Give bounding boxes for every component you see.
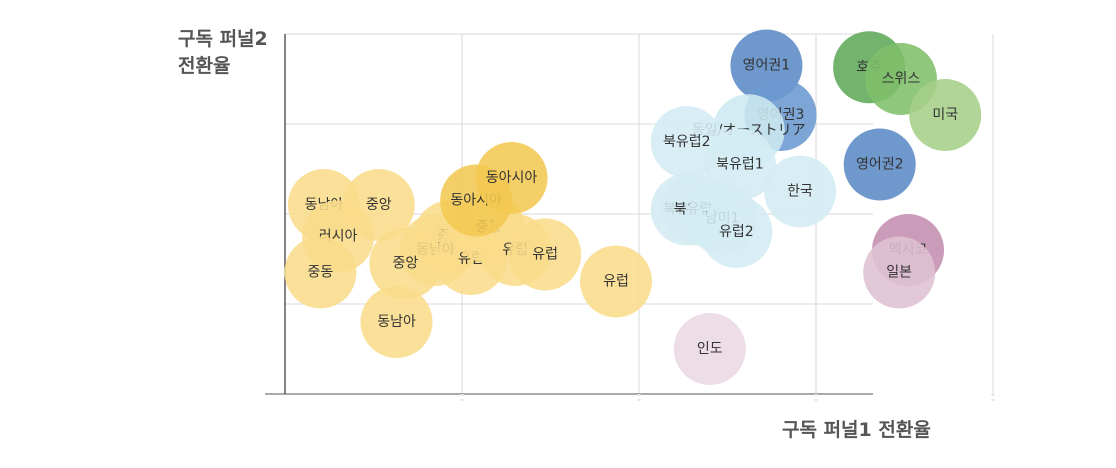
bubble-label: 중앙 bbox=[366, 197, 392, 213]
bubble-circle bbox=[475, 142, 548, 214]
bubble: 유럽 bbox=[509, 218, 582, 291]
bubble-circle bbox=[360, 286, 433, 358]
bubble-label: 중동 bbox=[308, 265, 334, 281]
bubble-label: 유럽 bbox=[532, 247, 558, 263]
bubble-circle bbox=[700, 196, 773, 268]
bubble-label: 북유럽1 bbox=[716, 157, 764, 173]
bubble-circle bbox=[764, 155, 837, 228]
bubble: 일본 bbox=[863, 236, 936, 309]
bubble-label: 유럽 bbox=[603, 274, 629, 290]
bubble-circle bbox=[863, 236, 936, 309]
bubble-label: 영어권1 bbox=[743, 58, 791, 74]
bubble-circle bbox=[843, 128, 916, 201]
bubble: 인도 bbox=[673, 313, 746, 385]
bubble-circle bbox=[579, 245, 652, 318]
bubble-circle bbox=[284, 236, 357, 309]
bubble-label: 동남아 bbox=[377, 314, 416, 330]
bubble-circle bbox=[909, 79, 982, 151]
bubble: 한국 bbox=[764, 155, 837, 228]
bubble: 중동 bbox=[284, 236, 357, 309]
axes bbox=[265, 34, 873, 395]
bubble-label: 동아시아 bbox=[486, 170, 538, 186]
y-axis-title: 구독 퍼널2 전환율 bbox=[178, 28, 268, 77]
bubble: 동아시아 bbox=[475, 142, 548, 214]
bubble-label: 북유럽2 bbox=[663, 134, 711, 150]
bubble-series: 동남아중앙러시아중동중동동남아중앙유럽중동유럽유럽유럽동남아동아시아동아시아영어… bbox=[284, 29, 982, 385]
bubble: 중앙 bbox=[369, 227, 442, 300]
bubble-label: 일본 bbox=[886, 265, 912, 281]
bubble: 미국 bbox=[909, 79, 982, 151]
x-axis-title: 구독 퍼널1 전환율 bbox=[782, 419, 931, 441]
bubble-label: 스위스 bbox=[882, 71, 921, 87]
bubble-label: 미국 bbox=[932, 107, 958, 123]
bubble: 영어권2 bbox=[843, 128, 916, 201]
bubble-circle bbox=[509, 218, 582, 291]
bubble-label: 한국 bbox=[787, 184, 813, 200]
bubble-circle bbox=[369, 227, 442, 300]
bubble: 북유럽1 bbox=[703, 128, 776, 201]
bubble-circle bbox=[703, 128, 776, 201]
bubble-label: 영어권2 bbox=[856, 157, 904, 173]
bubble-circle bbox=[673, 313, 746, 385]
bubble-label: 인도 bbox=[697, 341, 723, 357]
bubble: 유럽 bbox=[579, 245, 652, 318]
bubble-label: 유럽2 bbox=[719, 224, 754, 240]
bubble: 동남아 bbox=[360, 286, 433, 358]
bubble-label: 중앙 bbox=[392, 256, 418, 272]
bubble: 유럽2 bbox=[700, 196, 773, 268]
tick-marks bbox=[460, 394, 995, 404]
